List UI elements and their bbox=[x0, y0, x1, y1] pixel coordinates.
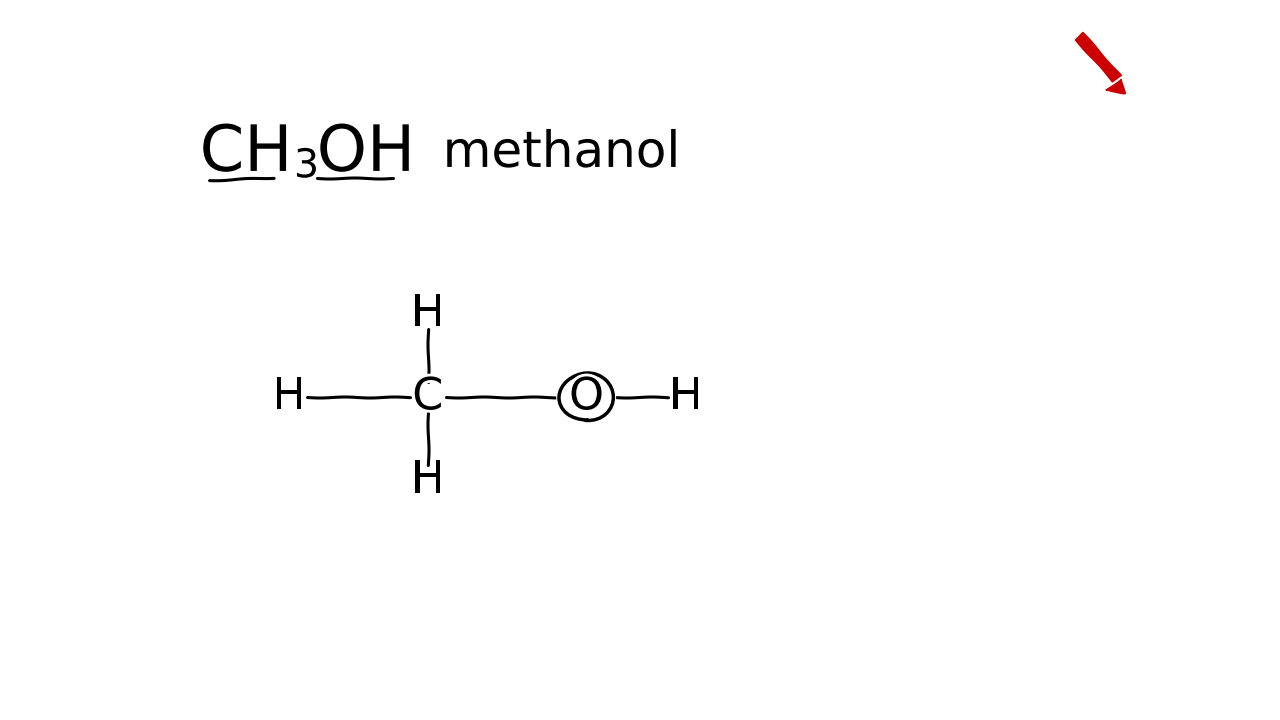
Text: 3: 3 bbox=[294, 146, 319, 186]
Text: OH: OH bbox=[316, 122, 415, 184]
Text: C: C bbox=[412, 375, 443, 418]
Text: methanol: methanol bbox=[443, 129, 681, 177]
Text: CH: CH bbox=[200, 122, 292, 184]
Polygon shape bbox=[1075, 32, 1121, 83]
Polygon shape bbox=[1106, 79, 1125, 94]
Text: H: H bbox=[669, 375, 703, 418]
Text: H: H bbox=[273, 375, 306, 418]
Text: H: H bbox=[411, 292, 444, 336]
Text: H: H bbox=[411, 459, 444, 502]
Text: O: O bbox=[570, 375, 604, 418]
